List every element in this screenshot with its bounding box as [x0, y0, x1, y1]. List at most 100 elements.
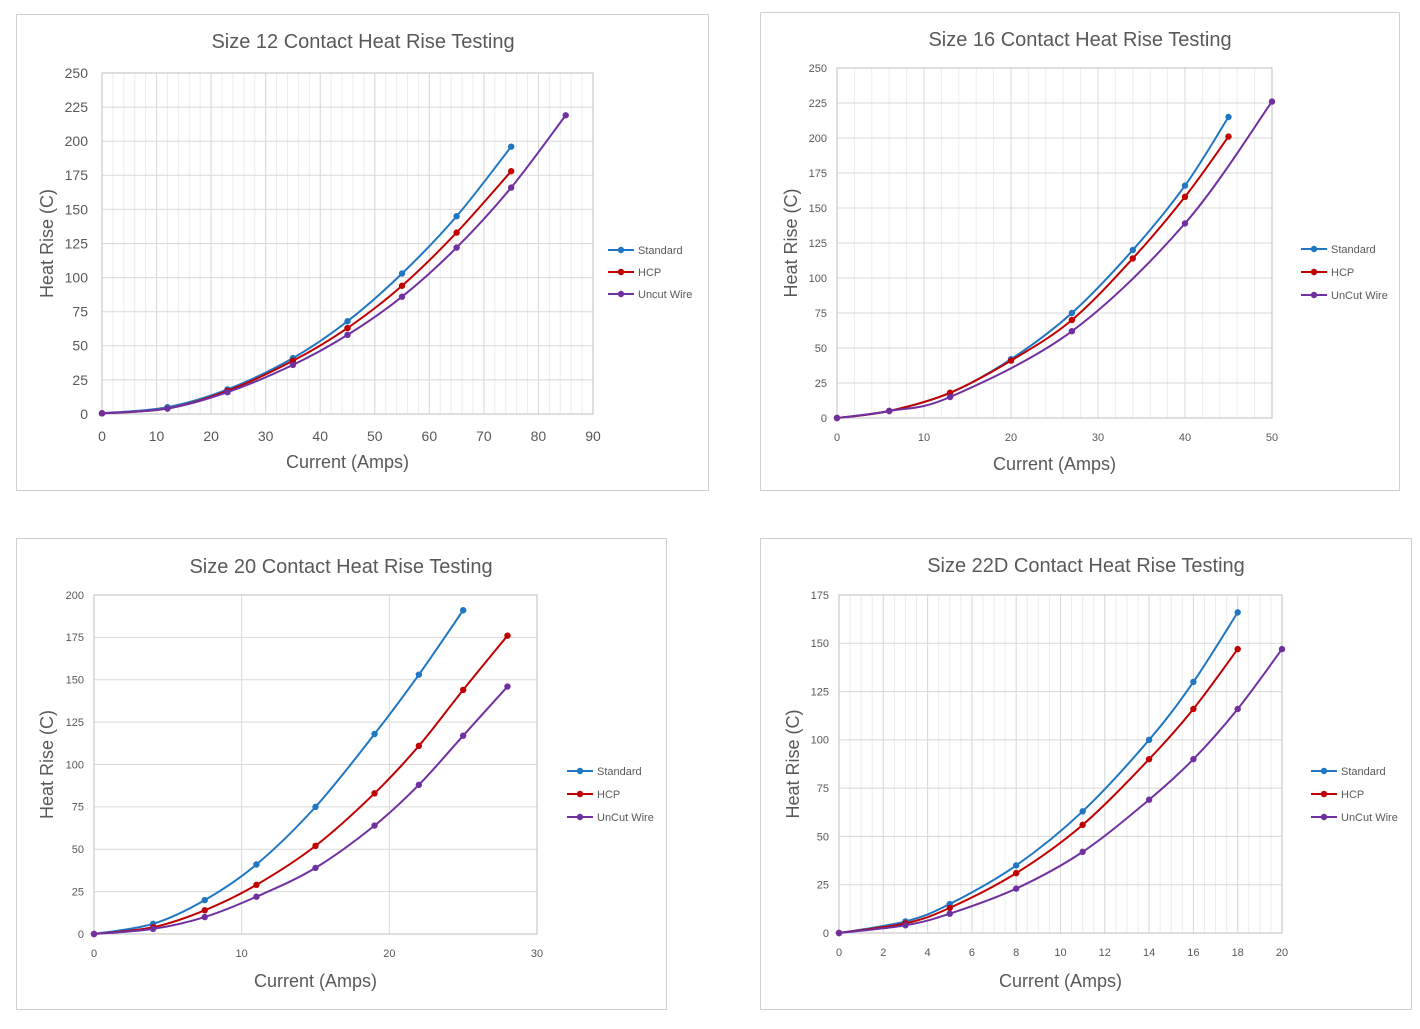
data-point	[1079, 848, 1086, 856]
x-tick-label: 8	[1013, 947, 1019, 959]
x-tick-label: 4	[925, 947, 931, 959]
data-point	[1225, 113, 1232, 121]
data-point	[1145, 755, 1153, 763]
data-point	[1007, 357, 1015, 364]
data-point	[453, 244, 460, 251]
data-point	[1068, 316, 1076, 324]
data-point	[1068, 309, 1076, 317]
data-point	[504, 683, 511, 690]
legend-label: Standard	[1341, 766, 1386, 778]
data-point	[1234, 609, 1241, 616]
data-point	[1013, 862, 1020, 869]
data-point	[415, 742, 423, 750]
x-axis-label: Current (Amps)	[993, 454, 1116, 474]
data-point	[415, 781, 423, 789]
x-tick-label: 18	[1232, 947, 1244, 959]
data-point	[946, 393, 954, 401]
y-tick-label: 225	[65, 99, 89, 115]
y-tick-label: 250	[65, 65, 89, 81]
legend-label: HCP	[597, 789, 620, 801]
x-tick-label: 0	[834, 432, 840, 444]
data-point	[398, 293, 406, 300]
data-point	[253, 893, 260, 900]
y-tick-label: 150	[66, 675, 84, 687]
x-tick-label: 50	[1266, 432, 1278, 444]
y-tick-label: 100	[65, 270, 89, 286]
y-tick-label: 0	[80, 406, 88, 422]
series-line-1	[101, 146, 512, 415]
data-point	[946, 910, 953, 917]
data-point	[90, 930, 98, 938]
data-point	[164, 405, 171, 412]
x-tick-label: 10	[236, 948, 248, 960]
chart-size-20: 0 10 20 30 0 25 50 75 100 125 150 175 200 Size 20 Con…	[37, 556, 654, 991]
plot-area	[93, 594, 538, 935]
series-line-2	[838, 648, 1239, 934]
data-point	[201, 896, 208, 904]
y-tick-label: 100	[66, 759, 84, 771]
y-tick-label: 125	[811, 686, 829, 698]
y-tick-label: 75	[817, 783, 829, 795]
legend-label: Standard	[638, 245, 683, 257]
legend-swatch-marker	[1320, 767, 1328, 775]
data-point	[98, 410, 106, 417]
y-tick-label: 0	[823, 928, 829, 940]
y-tick-label: 125	[65, 235, 89, 251]
data-point	[1278, 645, 1286, 653]
legend-label: Uncut Wire	[638, 289, 692, 301]
x-tick-label: 2	[880, 947, 886, 959]
legend-swatch-marker	[576, 813, 584, 821]
data-point	[833, 414, 841, 422]
x-tick-label: 6	[969, 947, 975, 959]
data-point	[1145, 736, 1153, 744]
y-tick-label: 175	[809, 168, 827, 180]
y-axis-label: Heat Rise (C)	[781, 188, 801, 297]
data-point	[371, 822, 378, 829]
legend-swatch-marker	[617, 268, 625, 276]
data-point	[1079, 808, 1086, 815]
x-tick-label: 80	[531, 428, 547, 444]
x-axis-label: Current (Amps)	[999, 971, 1122, 991]
data-point	[902, 922, 909, 929]
data-point	[1079, 821, 1086, 829]
chart-size-16: 0 10 20 30 40 50 0 25 50 75 100 125 150 175 200 225 250 S…	[781, 29, 1388, 474]
chart-size-12: 0 10 20 30 40 50 60 70 80 90 0 25 50 75 100 125 150 175 20…	[37, 31, 692, 472]
data-point	[1190, 705, 1197, 713]
data-point	[1129, 255, 1136, 262]
x-tick-label: 20	[203, 428, 219, 444]
data-point	[459, 686, 467, 694]
x-axis-label: Current (Amps)	[254, 971, 377, 991]
legend-swatch-marker	[1310, 268, 1318, 276]
data-point	[201, 913, 208, 921]
data-point	[398, 282, 406, 289]
x-tick-label: 90	[585, 428, 601, 444]
legend-swatch-marker	[576, 767, 584, 775]
series-line-2	[836, 136, 1230, 419]
data-point	[289, 361, 297, 369]
legend-label: HCP	[1331, 267, 1354, 279]
data-point	[149, 925, 157, 933]
y-tick-label: 75	[815, 308, 827, 320]
series-line-3	[101, 114, 567, 415]
legend-swatch-marker	[1310, 291, 1318, 299]
x-tick-label: 0	[836, 947, 842, 959]
data-point	[1225, 133, 1232, 140]
y-tick-label: 75	[72, 802, 84, 814]
x-tick-label: 16	[1187, 947, 1199, 959]
data-point	[886, 407, 893, 415]
y-tick-label: 175	[65, 167, 89, 183]
data-point	[201, 907, 208, 914]
data-point	[1190, 755, 1197, 763]
series-line-1	[93, 609, 464, 935]
y-tick-label: 0	[78, 929, 84, 941]
chart-title: Size 16 Contact Heat Rise Testing	[928, 29, 1231, 51]
data-point	[1190, 678, 1197, 686]
y-tick-label: 200	[809, 133, 827, 145]
legend-swatch-marker	[576, 790, 584, 798]
y-tick-label: 50	[815, 343, 827, 355]
series-line-3	[836, 101, 1273, 419]
y-tick-label: 175	[66, 632, 84, 644]
legend-swatch-marker	[1320, 813, 1328, 821]
data-point	[344, 324, 351, 332]
data-point	[459, 732, 467, 739]
